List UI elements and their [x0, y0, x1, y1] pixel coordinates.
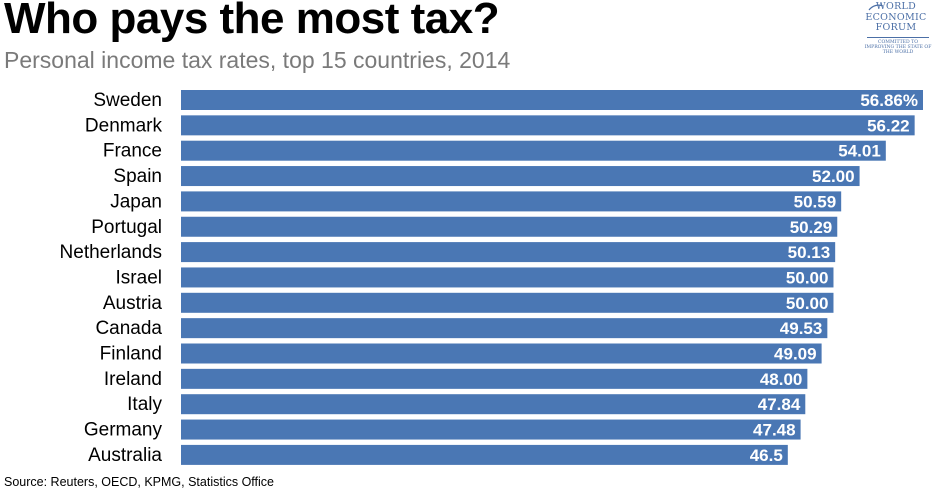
wef-logo: WORLD ECONOMIC FORUM COMMITTED TO IMPROV… — [857, 1, 937, 74]
category-label: Ireland — [104, 369, 162, 390]
logo-line-1: WORLD — [875, 1, 917, 12]
category-label: Australia — [88, 445, 162, 466]
category-label: Spain — [113, 166, 162, 187]
logo-line-3: FORUM — [875, 22, 917, 33]
data-label: 47.84 — [758, 395, 801, 414]
logo-tagline: COMMITTED TO IMPROVING THE STATE OF THE … — [864, 39, 932, 55]
data-label: 49.53 — [780, 319, 823, 338]
data-label: 50.13 — [788, 243, 831, 262]
bar — [181, 368, 808, 389]
data-label: 52.00 — [812, 167, 855, 186]
bar — [181, 242, 836, 263]
category-label: Germany — [84, 420, 163, 441]
data-label: 49.09 — [774, 345, 817, 364]
data-label: 56.86% — [860, 91, 918, 110]
bar — [181, 444, 788, 465]
bar — [181, 292, 834, 313]
data-label: 50.59 — [794, 192, 837, 211]
category-label: Portugal — [91, 217, 162, 238]
data-label: 50.00 — [786, 294, 829, 313]
category-label: Sweden — [93, 90, 162, 111]
bar — [181, 216, 838, 237]
bar — [181, 318, 828, 339]
category-label: Italy — [127, 394, 162, 415]
bar — [181, 191, 842, 212]
category-label: Israel — [116, 267, 162, 288]
bar — [181, 166, 860, 187]
bar — [181, 140, 886, 161]
category-label: Japan — [110, 191, 162, 212]
data-label: 56.22 — [867, 116, 910, 135]
category-label: Denmark — [85, 115, 163, 136]
data-label: 50.29 — [790, 218, 833, 237]
bar — [181, 394, 806, 415]
data-label: 48.00 — [760, 370, 803, 389]
chart-subtitle: Personal income tax rates, top 15 countr… — [4, 47, 511, 73]
category-label: Austria — [103, 293, 163, 314]
logo-rule — [867, 36, 929, 38]
data-label: 50.00 — [786, 268, 829, 287]
source-note: Source: Reuters, OECD, KPMG, Statistics … — [4, 475, 274, 489]
chart-title: Who pays the most tax? — [4, 0, 500, 43]
logo-arc-icon — [868, 4, 884, 11]
bar — [181, 115, 915, 136]
logo-line-2: ECONOMIC — [865, 11, 927, 23]
logo-wordmark: WORLD ECONOMIC FORUM — [861, 1, 931, 34]
bar — [181, 267, 834, 288]
data-label: 46.5 — [750, 446, 783, 465]
bar — [181, 90, 923, 110]
data-label: 54.01 — [838, 142, 881, 161]
category-label: Netherlands — [60, 242, 162, 263]
bar — [181, 343, 822, 364]
bar — [181, 419, 801, 440]
category-label: France — [103, 141, 162, 162]
category-label: Finland — [100, 344, 162, 365]
category-label: Canada — [95, 318, 162, 339]
data-label: 47.48 — [753, 421, 796, 440]
